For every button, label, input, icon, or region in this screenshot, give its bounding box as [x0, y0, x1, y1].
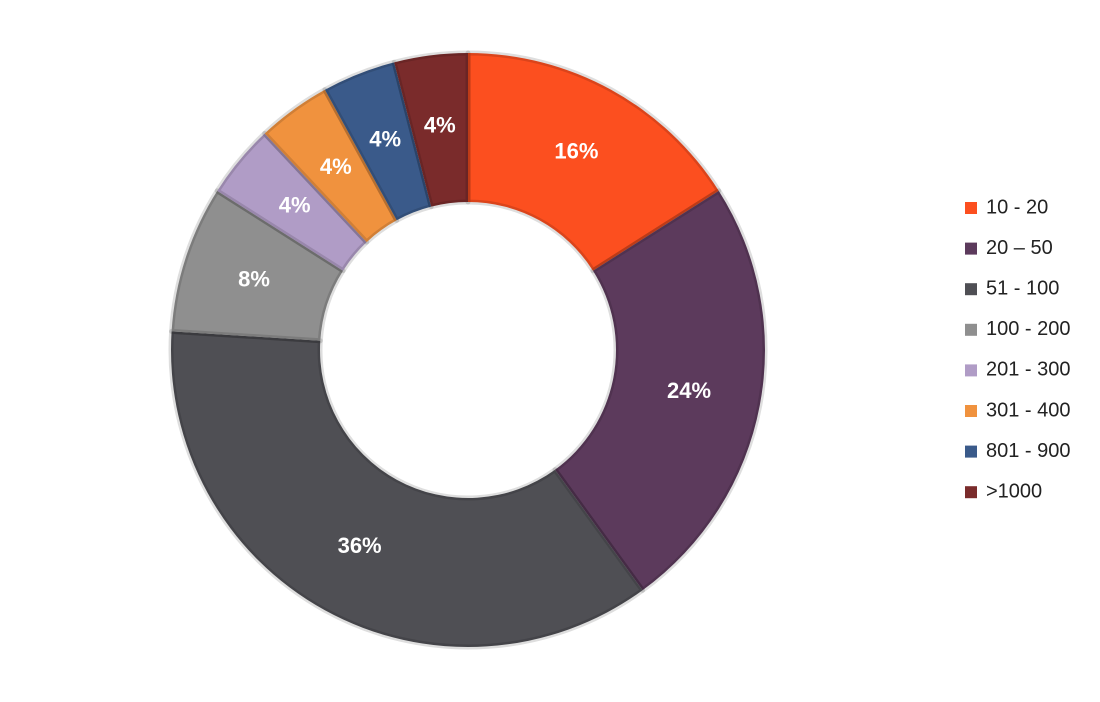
legend-label: 100 - 200 — [986, 318, 1071, 340]
slice — [169, 188, 346, 344]
slice — [262, 87, 400, 245]
legend-label: 801 - 900 — [986, 440, 1071, 462]
legend-swatch — [965, 405, 977, 417]
legend-swatch — [965, 323, 977, 336]
value-label: 4% — [279, 192, 311, 217]
legend-label: >1000 — [986, 480, 1042, 502]
legend-label: 10 - 20 — [986, 196, 1048, 218]
slice — [552, 188, 768, 593]
legend-label: 20 – 50 — [986, 237, 1053, 259]
slice — [391, 50, 471, 210]
slice — [465, 50, 722, 274]
legend-label: 201 - 300 — [986, 359, 1071, 381]
value-label: 8% — [238, 266, 270, 291]
value-label: 24% — [667, 378, 711, 403]
legend-label: 51 - 100 — [986, 277, 1059, 299]
legend-swatch — [965, 445, 977, 458]
legend-swatch — [965, 364, 977, 377]
value-label: 4% — [369, 127, 401, 152]
slice — [168, 328, 646, 650]
value-label: 4% — [320, 154, 352, 179]
value-label: 16% — [554, 139, 598, 164]
value-label: 4% — [424, 113, 456, 138]
legend-label: 301 - 400 — [986, 399, 1071, 421]
legend-swatch — [965, 283, 977, 296]
legend-swatch — [965, 242, 977, 255]
value-label: 36% — [338, 533, 382, 558]
legend-swatch — [965, 202, 977, 214]
slice — [322, 59, 434, 223]
legend-swatch — [965, 486, 977, 499]
